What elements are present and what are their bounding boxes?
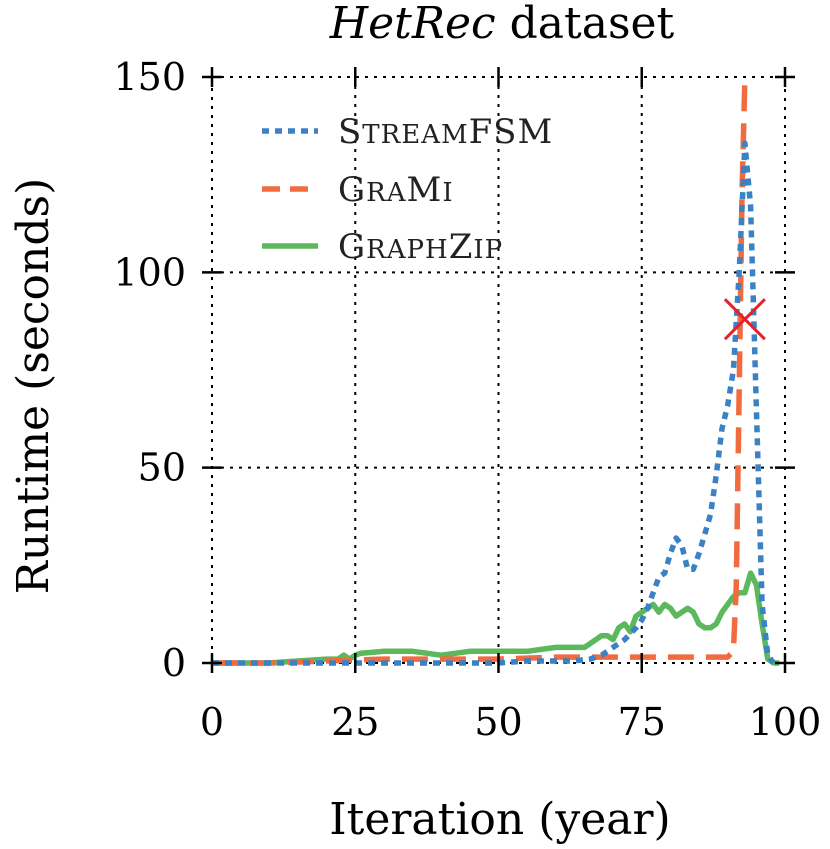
y-tick-label: 50	[138, 446, 186, 490]
legend-label-graphzip: GRAPHZIP	[338, 227, 503, 267]
annotation-layer	[723, 298, 766, 341]
x-tick-label: 25	[331, 700, 379, 744]
series-layer	[212, 76, 780, 666]
grid-layer	[211, 76, 786, 664]
series-line-grami	[212, 76, 748, 666]
series-line-graphzip	[212, 570, 780, 666]
series-line-streamfsm	[212, 140, 776, 666]
plot-frame	[211, 76, 786, 664]
legend-label-streamfsm: STREAMFSM	[338, 112, 553, 152]
chart-title-italic: HetRec	[329, 0, 496, 49]
failure-cross-marker	[723, 298, 766, 341]
y-tick-label: 150	[113, 55, 186, 99]
x-tick-label: 100	[749, 700, 822, 744]
legend: STREAMFSM GRAMI GRAPHZIP	[262, 112, 553, 267]
x-tick-label: 0	[200, 700, 224, 744]
tick-layer: 0 25 50 75 100 0 50 100 150	[113, 55, 821, 744]
legend-label-grami: GRAMI	[338, 170, 454, 210]
x-tick-label: 75	[618, 700, 666, 744]
y-tick-label: 0	[162, 641, 186, 685]
chart-title-rest: dataset	[496, 0, 675, 49]
chart-title: HetRec dataset	[329, 0, 675, 49]
y-axis-title: Runtime (seconds)	[8, 178, 59, 594]
y-tick-label: 100	[113, 250, 186, 294]
x-axis-title: Iteration (year)	[329, 794, 670, 845]
x-tick-label: 50	[474, 700, 522, 744]
